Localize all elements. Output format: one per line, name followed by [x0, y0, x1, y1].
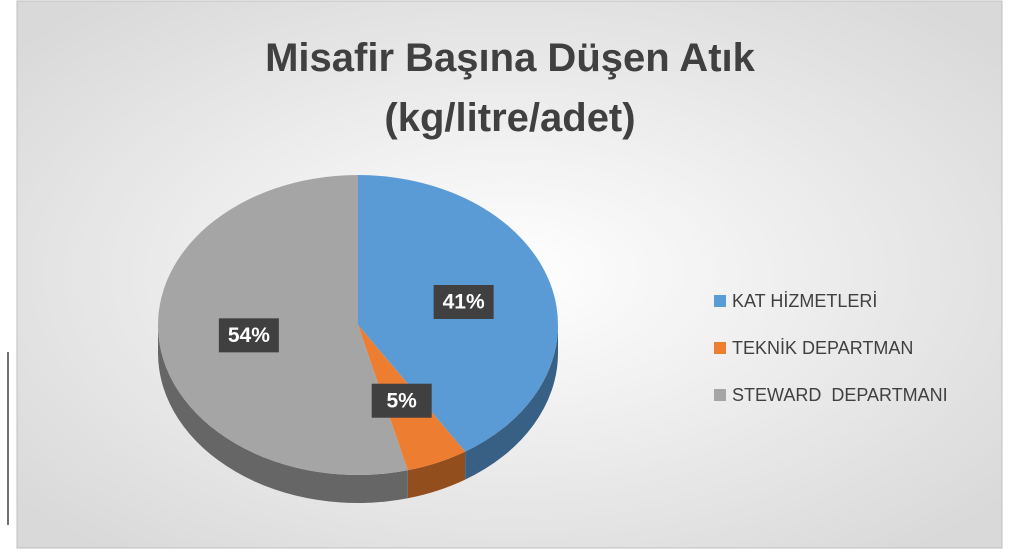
legend-label: TEKNİK DEPARTMAN — [732, 338, 913, 358]
slice-side — [158, 325, 408, 503]
slice — [157, 175, 408, 475]
legend-label: KAT HİZMETLERİ — [732, 291, 877, 311]
slice-side — [407, 451, 466, 499]
legend-swatch — [714, 342, 726, 354]
data-label-box — [218, 318, 279, 353]
chart-title: Misafir Başına Düşen Atık (kg/litre/adet… — [265, 36, 755, 140]
slice-side — [465, 325, 558, 480]
data-label: 54% — [228, 324, 270, 347]
legend-swatch — [714, 389, 726, 401]
data-label: 5% — [387, 389, 418, 412]
data-label: 41% — [443, 291, 485, 314]
data-label-box — [433, 284, 494, 319]
data-label-box — [371, 383, 432, 418]
legend-label: STEWARD DEPARTMANI — [732, 385, 948, 405]
legend-swatch — [714, 295, 726, 307]
